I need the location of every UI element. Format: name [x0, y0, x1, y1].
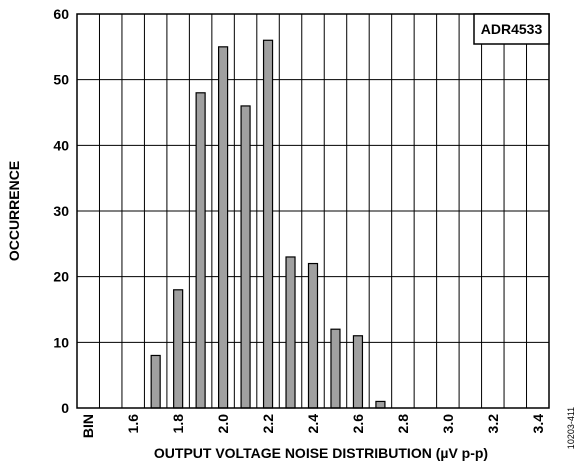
- y-axis-title: OCCURRENCE: [6, 161, 22, 261]
- grid-lines: [77, 14, 549, 408]
- x-tick-label: 2.0: [215, 414, 231, 434]
- y-tick-label: 50: [53, 72, 69, 88]
- x-tick-label: 2.8: [395, 414, 411, 434]
- y-tick-label: 60: [53, 6, 69, 22]
- bar: [217, 46, 229, 409]
- x-tick-label: 1.6: [125, 414, 141, 434]
- bar: [330, 328, 341, 409]
- bar: [262, 39, 274, 409]
- bar: [352, 335, 364, 409]
- legend-label: ADR4533: [481, 21, 543, 37]
- x-tick-label: 3.2: [485, 414, 501, 434]
- bars-group: [150, 39, 386, 409]
- y-tick-label: 40: [53, 137, 69, 153]
- x-tick-label: 2.6: [350, 414, 366, 434]
- legend-box: [473, 13, 550, 45]
- bar: [307, 262, 319, 409]
- x-tick-label: 2.4: [305, 414, 321, 434]
- x-tick-label: 3.0: [440, 414, 456, 434]
- bar: [195, 92, 206, 409]
- bar: [173, 289, 184, 409]
- y-axis-ticks: 0 10 20 30 40 50 60: [53, 6, 69, 416]
- bar: [285, 256, 296, 409]
- y-tick-label: 0: [61, 400, 69, 416]
- plot-frame: [76, 13, 550, 409]
- x-axis-title: OUTPUT VOLTAGE NOISE DISTRIBUTION (µV p-…: [154, 445, 488, 461]
- figure-id: 10203-411: [566, 407, 576, 449]
- x-tick-label: 1.8: [170, 414, 186, 434]
- bar: [240, 105, 251, 409]
- legend: ADR4533: [473, 13, 550, 45]
- y-tick-label: 20: [53, 269, 69, 285]
- bar: [375, 400, 386, 409]
- y-tick-label: 30: [53, 203, 69, 219]
- y-tick-label: 10: [53, 334, 69, 350]
- x-tick-label: 3.4: [530, 414, 546, 434]
- x-tick-label: 2.2: [260, 414, 276, 434]
- x-axis-ticks: BIN 1.6 1.8 2.0 2.2 2.4 2.6 2.8 3.0 3.2 3.4: [80, 414, 546, 438]
- bar: [150, 354, 161, 409]
- x-tick-label: BIN: [80, 414, 96, 438]
